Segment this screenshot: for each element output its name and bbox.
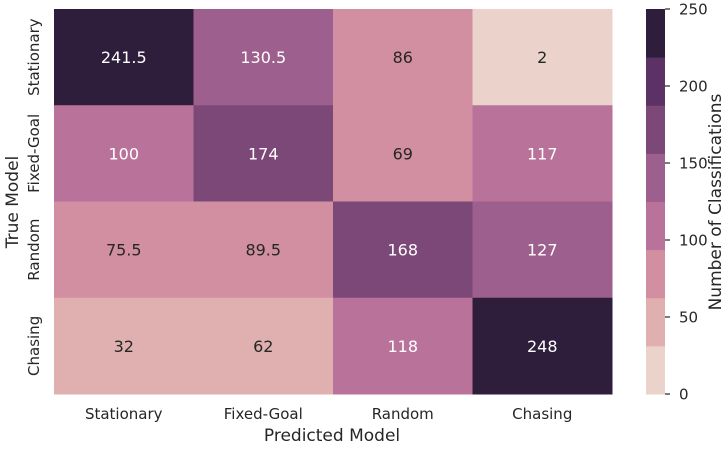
colorbar-ticks: 0 50 100 150 200 250 bbox=[665, 1, 708, 404]
heatmap-cell-3-1 bbox=[193, 297, 334, 395]
colorbar-tick-label: 100 bbox=[679, 232, 708, 250]
heatmap-cell-3-2 bbox=[333, 297, 473, 395]
y-tick-labels: Stationary Fixed-Goal Random Chasing bbox=[25, 18, 43, 376]
cell-value-label: 89.5 bbox=[245, 241, 281, 260]
x-tick-label: Chasing bbox=[512, 405, 572, 423]
heatmap-cell-1-3 bbox=[472, 105, 613, 202]
y-tick-label: Chasing bbox=[25, 316, 43, 376]
heatmap-cell-1-1 bbox=[193, 105, 334, 202]
colorbar-tick-label: 150 bbox=[679, 155, 708, 173]
cell-value-label: 248 bbox=[527, 337, 558, 356]
heatmap-cell-1-2 bbox=[333, 105, 473, 202]
y-tick-label: Random bbox=[25, 219, 43, 281]
y-tick-label: Stationary bbox=[25, 18, 43, 96]
cell-value-label: 2 bbox=[537, 48, 547, 67]
colorbar-bin-5 bbox=[646, 105, 665, 154]
heatmap-cell-0-3 bbox=[472, 9, 613, 106]
colorbar-tick-label: 50 bbox=[679, 309, 698, 327]
x-axis-label: Predicted Model bbox=[264, 426, 400, 446]
heatmap-cell-0-2 bbox=[333, 9, 473, 106]
colorbar-bin-0 bbox=[646, 345, 665, 395]
colorbar bbox=[646, 9, 665, 395]
heatmap-cell-2-3 bbox=[472, 201, 613, 299]
colorbar-bin-6 bbox=[646, 57, 665, 106]
heatmap-cell-0-1 bbox=[193, 9, 334, 106]
colorbar-tick-label: 250 bbox=[679, 1, 708, 19]
heatmap-cell-3-0 bbox=[54, 297, 194, 395]
cell-annotations: 241.5 130.5 86 2 100 174 69 117 75.5 89.5 168 127 32… bbox=[101, 48, 558, 356]
colorbar-bin-1 bbox=[646, 297, 665, 347]
cell-value-label: 241.5 bbox=[101, 48, 147, 67]
cell-value-label: 86 bbox=[393, 48, 413, 67]
heatmap-cell-3-3 bbox=[472, 297, 613, 395]
cell-value-label: 130.5 bbox=[240, 48, 286, 67]
colorbar-tick-label: 0 bbox=[679, 386, 689, 404]
colorbar-label: Number of Classifications bbox=[706, 93, 726, 310]
cell-value-label: 174 bbox=[248, 144, 279, 163]
heatmap-cell-2-1 bbox=[193, 201, 334, 299]
cell-value-label: 69 bbox=[393, 144, 413, 163]
colorbar-bin-2 bbox=[646, 249, 665, 299]
heatmap-cells bbox=[54, 9, 613, 395]
heatmap-cell-1-0 bbox=[54, 105, 194, 202]
cell-value-label: 62 bbox=[253, 337, 273, 356]
x-tick-label: Random bbox=[372, 405, 434, 423]
y-axis-label: True Model bbox=[3, 156, 23, 250]
cell-value-label: 100 bbox=[108, 144, 139, 163]
heatmap-cell-0-0 bbox=[54, 9, 194, 106]
colorbar-bin-7 bbox=[646, 9, 665, 58]
y-tick-label: Fixed-Goal bbox=[25, 114, 43, 193]
cell-value-label: 117 bbox=[527, 144, 558, 163]
heatmap-cell-2-2 bbox=[333, 201, 473, 299]
x-tick-labels: Stationary Fixed-Goal Random Chasing bbox=[85, 405, 572, 423]
cell-value-label: 127 bbox=[527, 241, 558, 260]
colorbar-bin-4 bbox=[646, 153, 665, 202]
colorbar-bin-3 bbox=[646, 201, 665, 251]
cell-value-label: 118 bbox=[387, 337, 418, 356]
cell-value-label: 32 bbox=[114, 337, 134, 356]
x-tick-label: Fixed-Goal bbox=[224, 405, 303, 423]
heatmap-cell-2-0 bbox=[54, 201, 194, 299]
cell-value-label: 75.5 bbox=[106, 241, 142, 260]
colorbar-tick-label: 200 bbox=[679, 78, 708, 96]
x-tick-label: Stationary bbox=[85, 405, 163, 423]
cell-value-label: 168 bbox=[387, 241, 418, 260]
